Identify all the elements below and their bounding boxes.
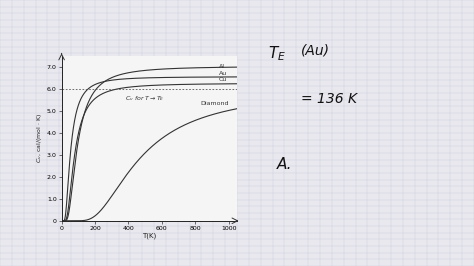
Text: Diamond: Diamond <box>200 101 229 106</box>
Text: = 136 K: = 136 K <box>301 92 357 106</box>
Y-axis label: $C_v$, cal/(mol · K): $C_v$, cal/(mol · K) <box>35 113 44 163</box>
Text: Al: Al <box>219 64 225 69</box>
Text: $C_v$ for $T \to T_E$: $C_v$ for $T \to T_E$ <box>125 94 165 103</box>
X-axis label: T(K): T(K) <box>142 233 156 239</box>
Text: Au: Au <box>219 70 227 76</box>
Text: (Au): (Au) <box>301 44 330 58</box>
Text: Cu: Cu <box>219 77 227 82</box>
Text: A.: A. <box>277 157 293 172</box>
Text: $T_E$: $T_E$ <box>268 44 286 63</box>
